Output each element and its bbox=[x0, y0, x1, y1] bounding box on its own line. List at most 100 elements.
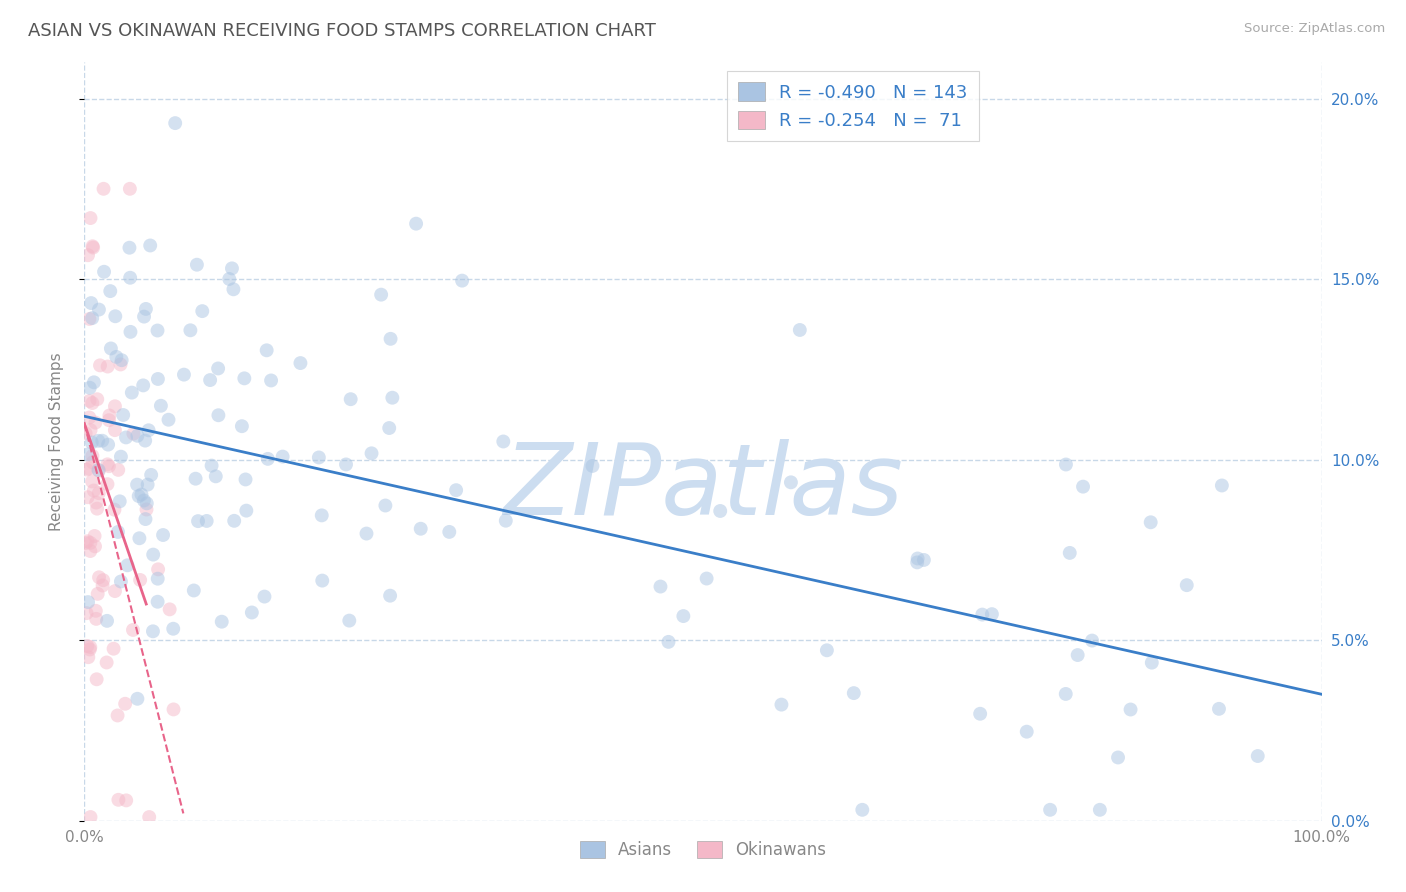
Point bbox=[1071, 480, 1094, 494]
Point bbox=[770, 698, 793, 712]
Point bbox=[495, 514, 517, 528]
Point bbox=[1175, 578, 1198, 592]
Text: Source: ZipAtlas.com: Source: ZipAtlas.com bbox=[1244, 22, 1385, 36]
Point bbox=[1081, 633, 1104, 648]
Point bbox=[1054, 687, 1077, 701]
Point bbox=[405, 217, 427, 231]
Point bbox=[650, 580, 672, 594]
Point bbox=[162, 622, 184, 636]
Point bbox=[104, 423, 127, 437]
Point bbox=[76, 490, 98, 504]
Point bbox=[104, 584, 127, 599]
Point bbox=[79, 410, 101, 425]
Point bbox=[96, 477, 118, 491]
Point bbox=[82, 396, 104, 410]
Point bbox=[657, 635, 679, 649]
Point bbox=[98, 409, 121, 423]
Point bbox=[378, 589, 401, 603]
Point bbox=[235, 503, 257, 517]
Point bbox=[146, 324, 169, 338]
Point bbox=[308, 450, 330, 465]
Point bbox=[972, 607, 994, 622]
Point bbox=[337, 614, 360, 628]
Point bbox=[146, 372, 169, 386]
Point bbox=[79, 211, 101, 225]
Point bbox=[1107, 750, 1129, 764]
Point bbox=[76, 462, 98, 476]
Point bbox=[1066, 648, 1088, 662]
Point bbox=[1119, 702, 1142, 716]
Point bbox=[132, 378, 155, 392]
Point bbox=[381, 391, 404, 405]
Point bbox=[128, 489, 150, 503]
Point bbox=[76, 606, 98, 620]
Point bbox=[79, 423, 101, 437]
Point bbox=[224, 514, 246, 528]
Point bbox=[138, 423, 160, 437]
Point bbox=[80, 296, 103, 310]
Point bbox=[1208, 702, 1230, 716]
Point bbox=[127, 477, 149, 491]
Point bbox=[118, 182, 141, 196]
Point bbox=[134, 512, 156, 526]
Point bbox=[335, 458, 357, 472]
Point bbox=[1211, 478, 1233, 492]
Point bbox=[127, 429, 149, 443]
Point bbox=[75, 536, 97, 550]
Point bbox=[907, 551, 929, 566]
Point bbox=[86, 673, 108, 687]
Point bbox=[851, 803, 873, 817]
Point bbox=[84, 495, 107, 509]
Point bbox=[79, 810, 101, 824]
Point bbox=[82, 239, 104, 253]
Point bbox=[439, 524, 461, 539]
Point bbox=[211, 615, 233, 629]
Point bbox=[142, 624, 165, 639]
Point bbox=[84, 604, 107, 618]
Point bbox=[360, 446, 382, 460]
Point bbox=[82, 455, 104, 469]
Point bbox=[256, 451, 278, 466]
Point bbox=[146, 562, 169, 576]
Point bbox=[107, 524, 129, 539]
Point bbox=[122, 623, 145, 637]
Point bbox=[980, 607, 1002, 621]
Point bbox=[107, 463, 129, 477]
Point bbox=[115, 793, 138, 807]
Point bbox=[115, 430, 138, 444]
Point bbox=[409, 522, 432, 536]
Point bbox=[86, 501, 108, 516]
Point bbox=[79, 536, 101, 550]
Point bbox=[82, 311, 104, 326]
Point bbox=[905, 555, 928, 569]
Point bbox=[97, 359, 120, 374]
Point bbox=[107, 793, 129, 807]
Point bbox=[79, 312, 101, 326]
Point bbox=[77, 595, 100, 609]
Y-axis label: Receiving Food Stamps: Receiving Food Stamps bbox=[49, 352, 63, 531]
Point bbox=[97, 459, 120, 474]
Point bbox=[191, 304, 214, 318]
Point bbox=[444, 483, 467, 498]
Point bbox=[1015, 724, 1038, 739]
Point bbox=[79, 381, 101, 395]
Point bbox=[114, 697, 136, 711]
Point bbox=[96, 458, 118, 472]
Point bbox=[135, 496, 157, 510]
Point bbox=[83, 483, 105, 498]
Point bbox=[132, 310, 155, 324]
Point bbox=[111, 353, 134, 368]
Point bbox=[100, 342, 122, 356]
Point bbox=[77, 650, 100, 665]
Point bbox=[162, 702, 184, 716]
Point bbox=[139, 238, 162, 252]
Point bbox=[93, 265, 115, 279]
Point bbox=[374, 499, 396, 513]
Point bbox=[240, 606, 263, 620]
Point bbox=[93, 182, 115, 196]
Point bbox=[76, 534, 98, 549]
Point bbox=[87, 486, 110, 500]
Point bbox=[86, 587, 108, 601]
Point bbox=[77, 461, 100, 475]
Point bbox=[581, 458, 603, 473]
